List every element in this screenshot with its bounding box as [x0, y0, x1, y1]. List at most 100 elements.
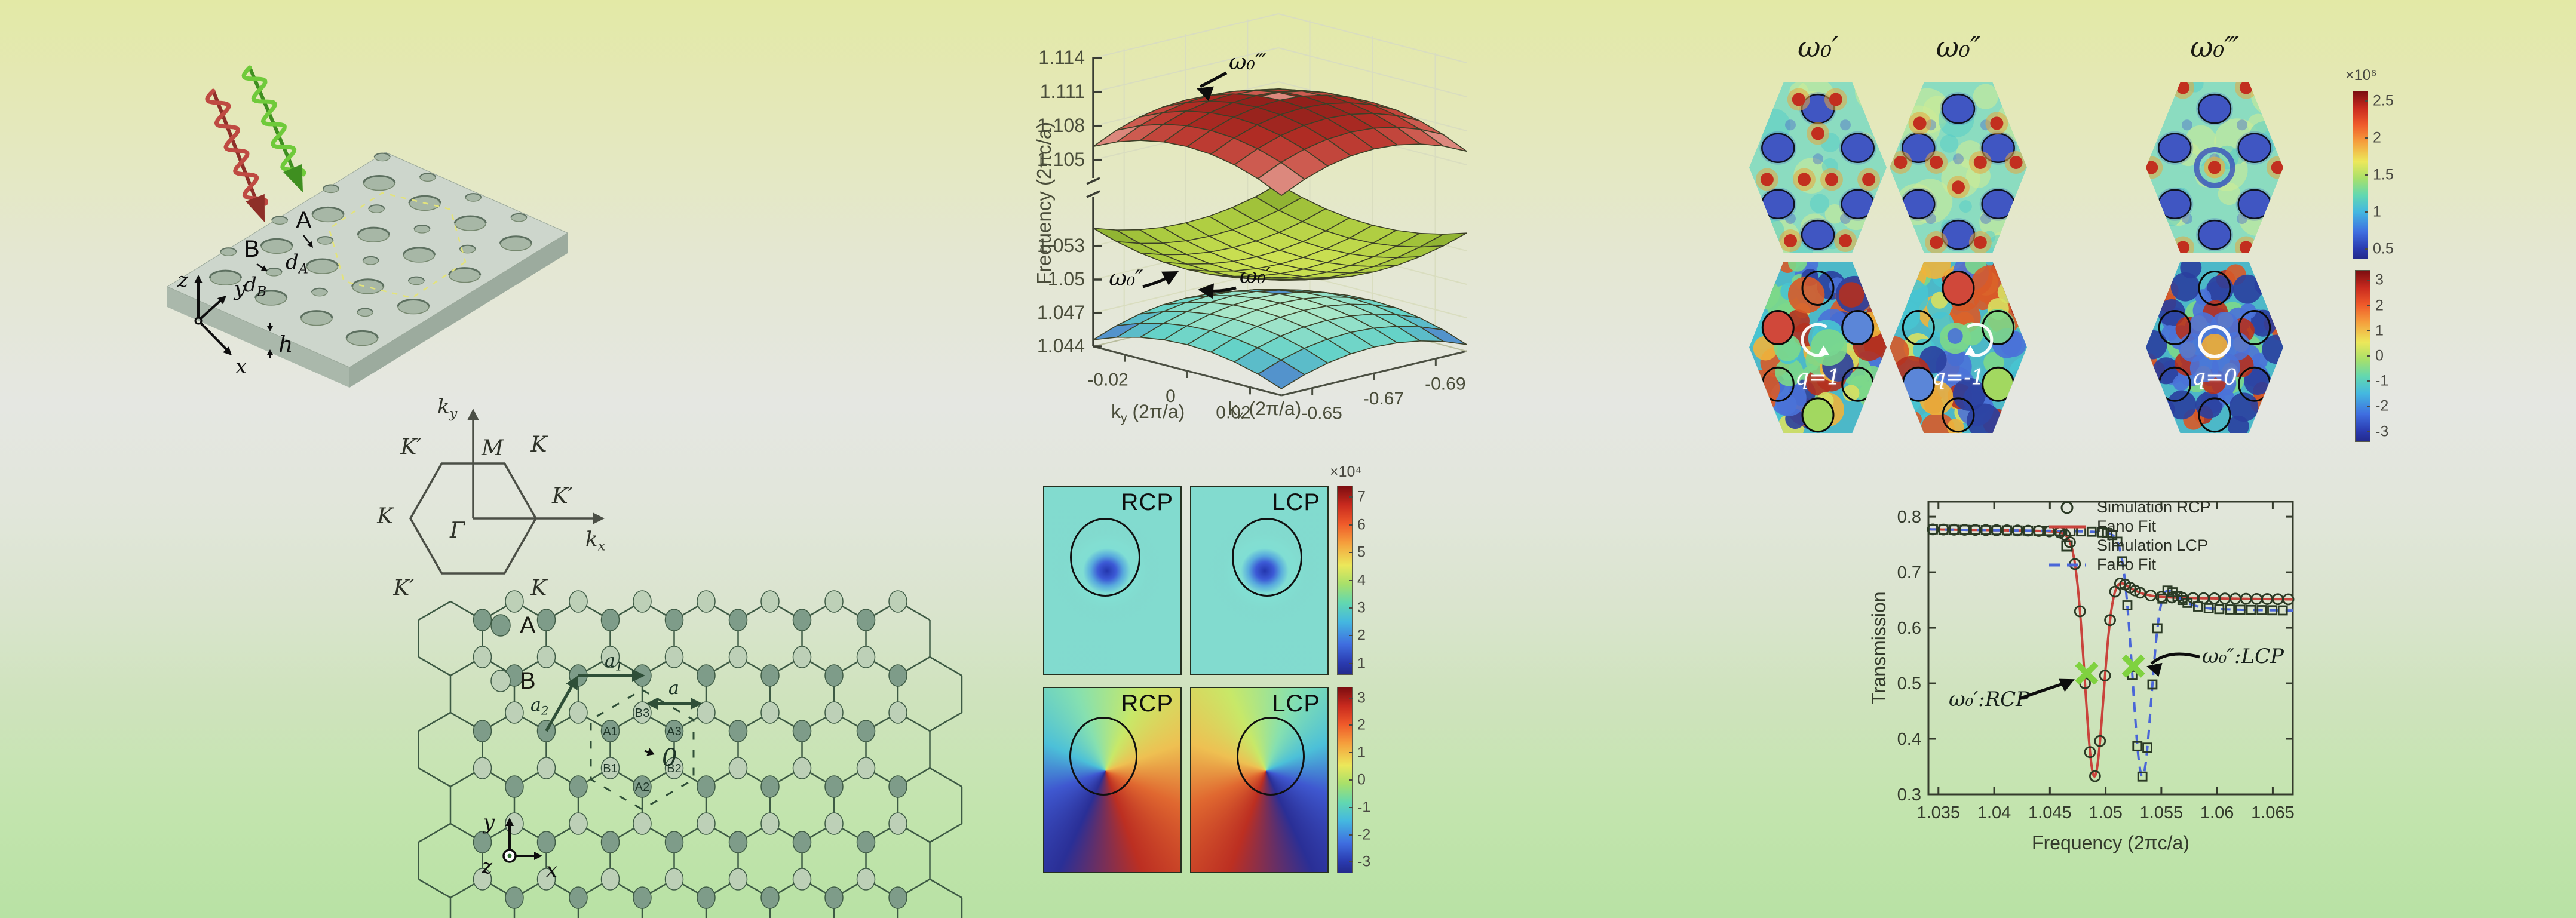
colorbar-tick-mark: [2365, 248, 2368, 250]
photonic-crystal-slab-schematic: AdA BdB h z y x: [166, 65, 569, 388]
band-surface-ω₀″: [1093, 183, 1467, 281]
svg-text:a2: a2: [530, 695, 548, 718]
map-label-lcp: LCP: [1272, 489, 1320, 515]
svg-text:1.114: 1.114: [1038, 47, 1085, 68]
colorbar-tick-label: 3: [2375, 271, 2384, 288]
colorbar-tick-label: 3: [1357, 689, 1366, 707]
svg-text:0.8: 0.8: [1897, 508, 1921, 527]
svg-text:Simulation RCP: Simulation RCP: [2097, 498, 2211, 516]
rcp-incident-beam: [205, 88, 268, 222]
svg-text:-0.67: -0.67: [1363, 389, 1404, 409]
colorbar-tick-mark: [1349, 779, 1353, 781]
svg-text:B2: B2: [667, 762, 681, 775]
colorbar-tick-label: -3: [1357, 853, 1371, 870]
colorbar-tick-label: 2: [2373, 129, 2381, 146]
amplitude-colorbar: 7 6 5 4 3 2 1: [1337, 486, 1403, 675]
lcp-incident-beam: [241, 65, 306, 192]
colorbar-tick-mark: [1349, 496, 1353, 498]
svg-text:1.044: 1.044: [1037, 335, 1085, 357]
mode-intensity-hexagon-3: [2146, 82, 2283, 253]
xyz-axes: z y x: [177, 268, 247, 379]
amplitude-map-lcp: LCP: [1190, 486, 1329, 675]
colorbar-tick-mark: [2365, 137, 2368, 139]
svg-text:B3: B3: [635, 707, 649, 720]
svg-text:0: 0: [1166, 386, 1176, 406]
colorbar-tick-label: 1: [1357, 655, 1366, 672]
colorbar-tick-mark: [2367, 305, 2370, 306]
svg-text:0.6: 0.6: [1897, 619, 1921, 638]
svg-text:K: K: [530, 432, 548, 457]
colorbar-tick-label: 2: [1357, 627, 1366, 644]
svg-text:0.7: 0.7: [1897, 563, 1921, 582]
svg-text:y: y: [482, 810, 495, 834]
svg-text:-0.69: -0.69: [1425, 374, 1465, 394]
svg-text:ω₀″:LCP: ω₀″:LCP: [2202, 644, 2284, 668]
svg-text:0.5: 0.5: [1897, 674, 1921, 693]
colorbar-tick-mark: [1349, 697, 1353, 699]
colorbar-tick-label: 1: [1357, 744, 1366, 761]
svg-text:A: A: [296, 207, 312, 234]
colorbar-tick-mark: [2367, 280, 2370, 281]
colorbar-tick-mark: [2367, 406, 2370, 407]
colorbar-tick-mark: [2367, 355, 2370, 357]
lattice-sites: [473, 590, 907, 909]
colorbar-tick-mark: [1349, 724, 1353, 726]
colorbar-tick-label: -3: [2375, 423, 2389, 440]
lattice-vectors: a1 a2 a 0: [530, 650, 703, 772]
colorbar-tick-label: 7: [1357, 488, 1366, 505]
colorbar-tick-mark: [1349, 635, 1353, 637]
colorbar-tick-label: 1.5: [2373, 166, 2394, 183]
band-structure-surface-plot: -0.02 0 0.02 -0.65 -0.67 -0.69 ky (2π/a) kx (2π…: [1033, 13, 1467, 425]
colorbar-tick-label: 1: [2375, 322, 2384, 339]
svg-text:1.105: 1.105: [1037, 149, 1085, 170]
transmission-spectrum-plot: 1.035 1.04 1.045 1.05 1.055 1.06 1.065 0.3 0.4 0.…: [1868, 498, 2295, 853]
colorbar-tick-mark: [2365, 100, 2368, 102]
phase-map-lcp: LCP: [1190, 687, 1329, 873]
colorbar-exponent-label: ×10⁴: [1330, 463, 1362, 480]
svg-text:0: 0: [662, 744, 677, 772]
mode-title-omega0-dprime: ω₀″: [1936, 31, 1981, 64]
hole-outline-circle: [1069, 717, 1137, 796]
phase-map-rcp: RCP: [1043, 687, 1182, 873]
colorbar-tick-mark: [1349, 579, 1353, 581]
svg-text:0.02: 0.02: [1216, 403, 1250, 422]
svg-text:dA: dA: [286, 250, 308, 277]
hole-outline-circle: [1232, 518, 1302, 597]
colorbar-tick-label: 2: [1357, 716, 1366, 733]
phase-colorbar: 3 2 1 0 -1 -2 -3: [1337, 687, 1403, 873]
amplitude-map-rcp: RCP: [1043, 486, 1182, 675]
map-label-rcp: RCP: [1121, 489, 1173, 515]
svg-text:ky (2π/a): ky (2π/a): [1111, 401, 1185, 425]
xy-axes: yz x: [481, 810, 557, 882]
colorbar-tick-mark: [1349, 806, 1353, 808]
brillouin-zone-diagram: Γ Mky kx K′ K K′ K K′ K: [376, 395, 606, 600]
svg-text:ω₀‴: ω₀‴: [1229, 50, 1266, 75]
svg-text:1.108: 1.108: [1037, 115, 1085, 136]
svg-text:1.05: 1.05: [2089, 803, 2122, 822]
svg-text:K′: K′: [392, 576, 414, 600]
svg-text:B1: B1: [603, 762, 617, 775]
map-label-rcp: RCP: [1121, 690, 1173, 717]
colorbar-tick-mark: [1349, 524, 1353, 526]
lattice-bonds: [418, 600, 963, 918]
svg-text:y: y: [233, 277, 246, 301]
colorbar-tick-mark: [2367, 380, 2370, 382]
colorbar-tick-label: -2: [2375, 397, 2389, 415]
colorbar-tick-label: -2: [1357, 826, 1371, 843]
svg-text:x: x: [546, 858, 557, 882]
svg-text:a1: a1: [605, 650, 622, 674]
svg-text:A2: A2: [635, 781, 649, 794]
bz-axes: [467, 409, 605, 524]
svg-text:z: z: [177, 268, 189, 292]
hole-outline-circle: [1237, 717, 1305, 796]
colorbar-tick-mark: [2367, 330, 2370, 331]
bz-hexagon: [409, 462, 538, 575]
svg-text:K: K: [376, 504, 394, 529]
colorbar-tick-label: 3: [1357, 599, 1366, 616]
colorbar-tick-label: 4: [1357, 572, 1366, 588]
colorbar-tick-label: 0: [1357, 771, 1366, 788]
svg-text:A: A: [520, 612, 536, 638]
colorbar-tick-mark: [1349, 861, 1353, 863]
